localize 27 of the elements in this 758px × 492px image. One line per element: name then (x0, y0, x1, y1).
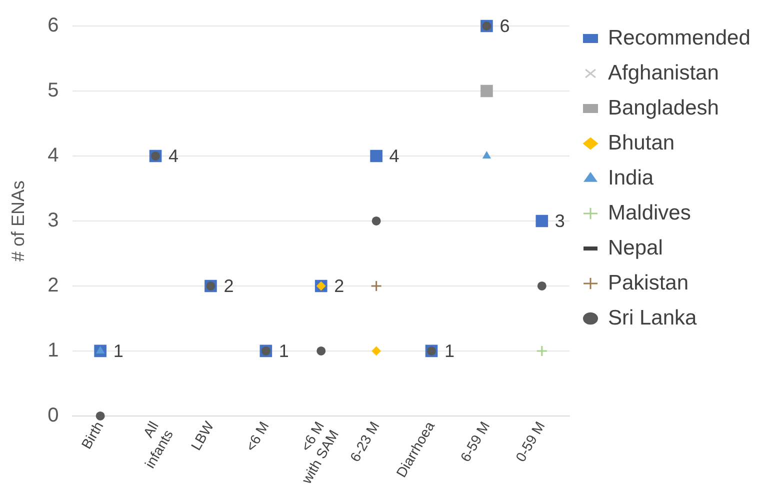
y-tick-label: 2 (48, 274, 59, 296)
y-tick-label: 1 (48, 339, 59, 362)
legend-label: India (608, 166, 654, 190)
legend-label: Bangladesh (608, 96, 719, 120)
data-label: 3 (554, 210, 565, 231)
data-label: 2 (334, 276, 344, 296)
y-axis-title: # of ENAs (8, 180, 28, 262)
y-tick-label: 3 (48, 209, 59, 232)
data-label: 4 (389, 146, 400, 166)
data-label: 2 (224, 276, 234, 296)
legend-label: Sri Lanka (608, 306, 698, 330)
y-tick-label: 6 (48, 14, 59, 37)
x-tick-label: <6 M (242, 418, 272, 454)
legend-label: Bhutan (608, 131, 675, 154)
legend-label: Maldives (608, 201, 691, 224)
data-label: 4 (168, 146, 179, 166)
y-tick-label: 5 (48, 80, 59, 102)
data-label: 6 (500, 16, 510, 36)
legend-label: Pakistan (608, 271, 689, 294)
data-label: 1 (113, 340, 124, 361)
y-tick-label: 0 (48, 404, 59, 426)
data-label: 1 (278, 340, 289, 361)
legend-label: Recommended (608, 26, 750, 50)
data-label: 1 (444, 340, 455, 361)
y-tick-label: 4 (48, 144, 59, 166)
legend-label: Nepal (608, 236, 663, 260)
legend-label: Afghanistan (608, 61, 719, 84)
